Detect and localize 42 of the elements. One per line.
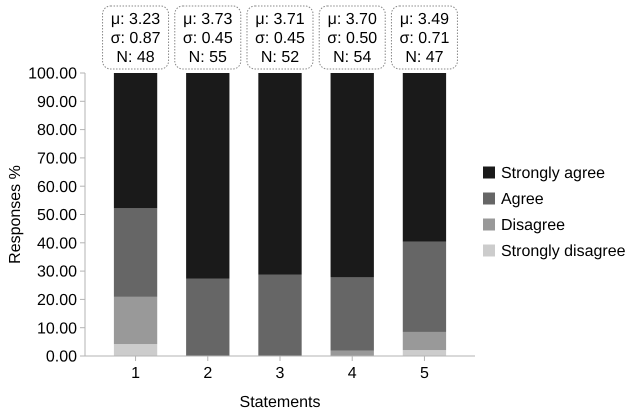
legend-label: Agree (501, 191, 544, 208)
y-tick-label: 0.00 (46, 348, 78, 366)
text: μ: 3.73 σ: 0.45 N: 55 (182, 11, 233, 66)
text: μ: 3.71 σ: 0.45 N: 52 (255, 11, 306, 66)
legend-label: Strongly agree (501, 165, 606, 182)
y-tick-label: 20.00 (36, 292, 78, 309)
x-tick-label: 1 (131, 365, 140, 382)
y-tick-label: 70.00 (36, 150, 78, 168)
text: μ: 3.49 σ: 0.71 N: 47 (399, 11, 450, 66)
y-axis-title: Responses % (7, 165, 24, 264)
bar (114, 296, 158, 344)
bar (402, 73, 446, 242)
legend-label: Strongly disagree (501, 243, 626, 260)
bar (114, 73, 158, 208)
y-tick-label: 50.00 (36, 207, 78, 224)
bar (258, 73, 302, 274)
bar (114, 344, 158, 356)
bar (330, 73, 374, 278)
y-tick-label: 30.00 (36, 264, 78, 281)
y-tick-label: 100.00 (28, 66, 78, 83)
y-tick-label: 10.00 (36, 320, 78, 338)
y-tick-label: 90.00 (36, 94, 78, 111)
bar (186, 73, 230, 279)
bar (330, 350, 374, 356)
text: μ: 3.70 σ: 0.50 N: 54 (327, 11, 378, 66)
x-axis-title: Statements (240, 394, 320, 411)
x-tick-label: 3 (276, 365, 285, 382)
y-tick-label: 40.00 (36, 235, 78, 252)
text: μ: 3.23 σ: 0.87 N: 48 (110, 11, 161, 66)
x-tick-label: 5 (420, 365, 429, 382)
legend-label: Disagree (501, 217, 566, 234)
x-tick-label: 2 (203, 365, 212, 382)
bar (258, 274, 302, 356)
bar (402, 332, 446, 350)
y-tick-label: 80.00 (36, 122, 78, 140)
bar (330, 277, 374, 351)
bar (402, 350, 446, 356)
y-tick-label: 60.00 (36, 178, 78, 196)
bar (402, 242, 446, 332)
bar (114, 208, 158, 297)
bar (186, 278, 230, 356)
x-tick-label: 4 (348, 365, 357, 382)
